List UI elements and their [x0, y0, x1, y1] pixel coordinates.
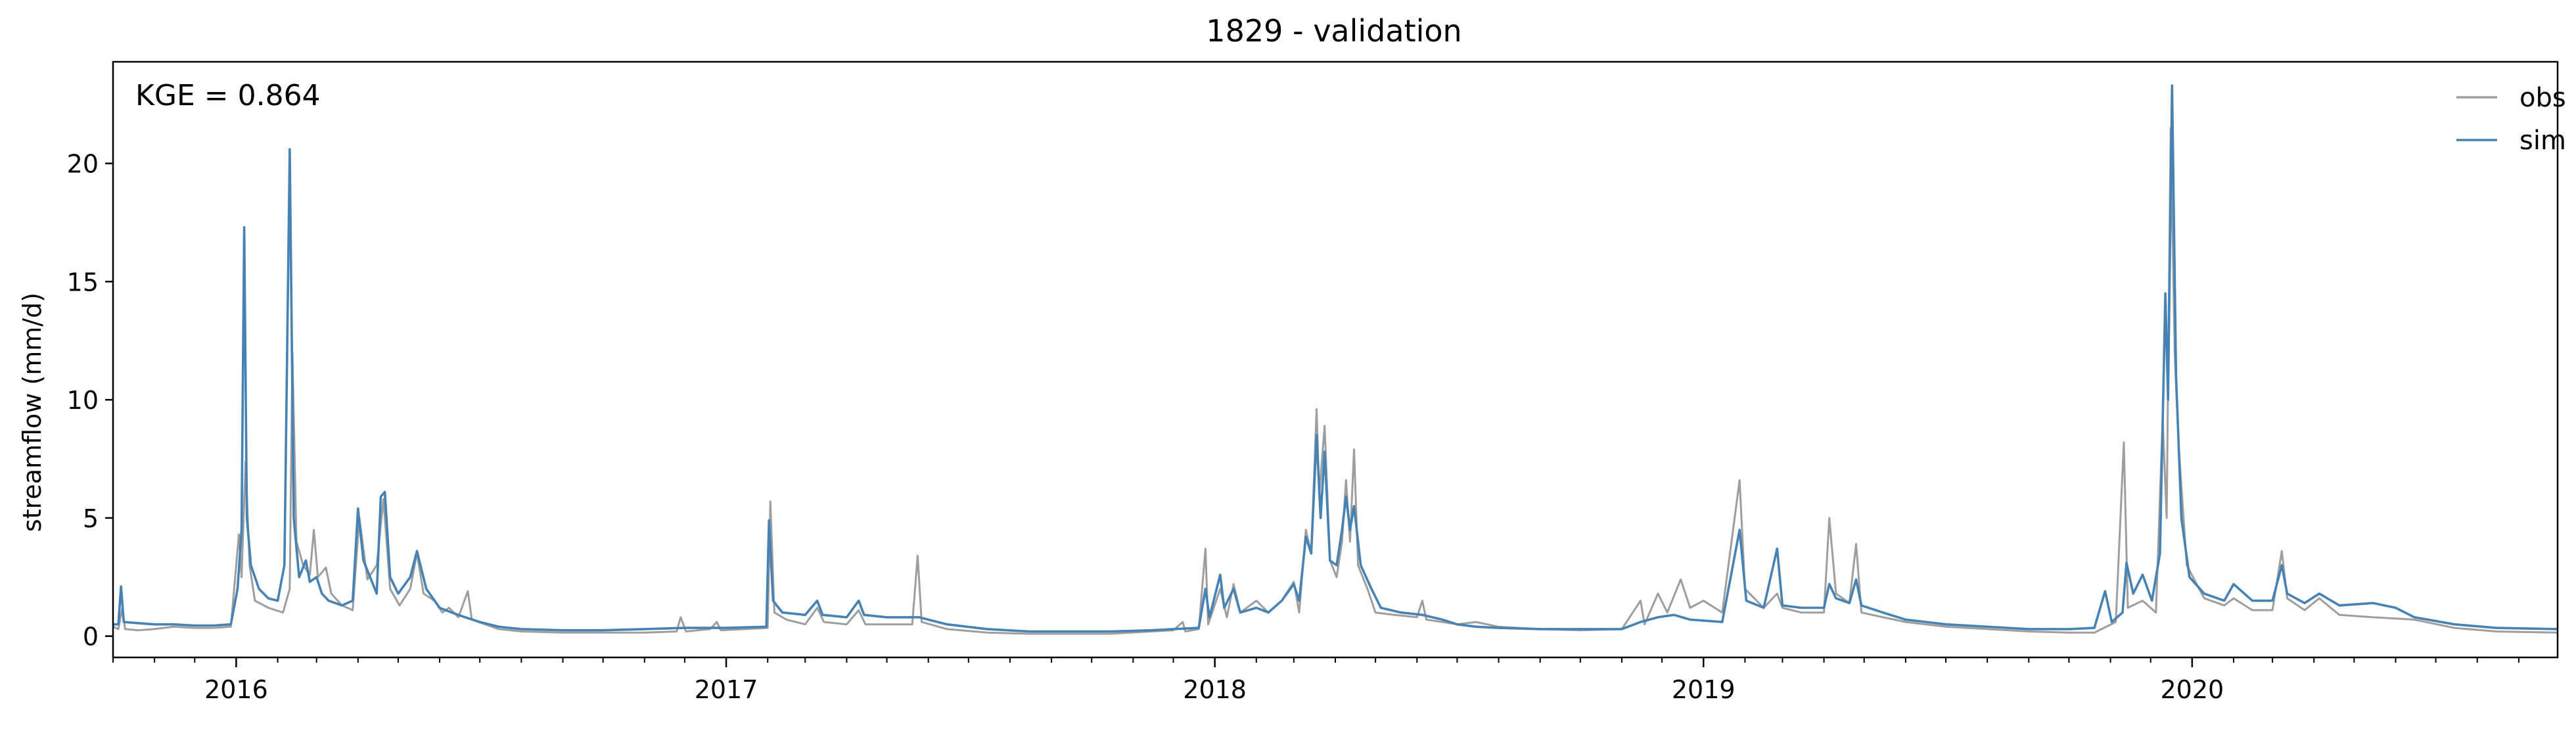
x-tick-label: 2016	[204, 675, 268, 704]
plot-frame	[112, 60, 2559, 659]
y-tick-label: 20	[67, 150, 99, 179]
legend: obs sim	[2456, 83, 2566, 156]
y-tick-label: 10	[67, 386, 99, 415]
x-tick-label: 2019	[1672, 675, 1736, 704]
chart-title: 1829 - validation	[1206, 13, 1461, 49]
kge-annotation: KGE = 0.864	[135, 79, 321, 112]
legend-label-obs: obs	[2519, 83, 2566, 113]
y-tick-label: 5	[83, 504, 99, 533]
y-axis-label: streamflow (mm/d)	[18, 293, 47, 532]
x-tick-label: 2020	[2160, 675, 2224, 704]
series-line-sim	[113, 84, 2558, 633]
x-tick-label: 2018	[1183, 675, 1247, 704]
y-tick-label: 0	[83, 623, 99, 652]
legend-label-sim: sim	[2519, 126, 2566, 156]
axis-layer: 0 5 10 15 20 2016 2017 2018 2019 2020	[67, 150, 2519, 704]
series-layer	[113, 84, 2558, 635]
x-tick-label: 2017	[695, 675, 758, 704]
y-tick-label: 15	[67, 268, 99, 296]
